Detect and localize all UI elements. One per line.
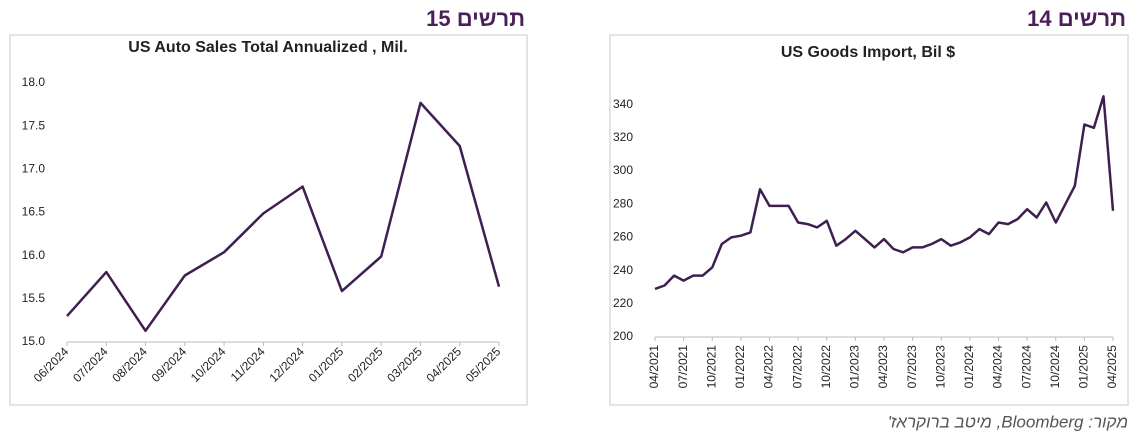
x-tick-label: 03/2025 (384, 344, 425, 385)
x-tick-label: 07/2024 (1019, 345, 1033, 389)
chart-title: US Auto Sales Total Annualized , Mil. (128, 39, 407, 56)
x-tick-label: 10/2023 (933, 345, 947, 389)
y-tick-label: 260 (613, 230, 633, 244)
data-line (66, 101, 501, 333)
x-tick-label: 02/2025 (345, 344, 386, 385)
x-tick-label: 09/2024 (149, 344, 190, 385)
chart-frame (609, 34, 1129, 406)
x-tick-label: 07/2023 (905, 345, 919, 389)
x-tick-label: 07/2022 (790, 345, 804, 389)
y-tick-label: 17.0 (22, 162, 46, 176)
y-tick-label: 16.0 (22, 248, 46, 262)
chart-frame (9, 34, 528, 406)
y-tick-label: 18.0 (22, 75, 46, 89)
x-tick-label: 04/2021 (647, 345, 661, 389)
figure-label: תרשים 15 (426, 6, 525, 31)
x-tick-label: 05/2025 (463, 344, 504, 385)
y-tick-label: 340 (613, 97, 633, 111)
y-tick-label: 280 (613, 196, 633, 210)
source: מקור: Bloomberg, מיטב ברוקראז' (888, 412, 1128, 431)
x-tick-label: 01/2023 (848, 345, 862, 389)
x-tick-label: 08/2024 (109, 344, 150, 385)
data-line (654, 95, 1115, 291)
x-tick-label: 12/2024 (266, 344, 307, 385)
y-tick-label: 240 (613, 263, 633, 277)
y-tick-label: 300 (613, 163, 633, 177)
y-tick-label: 17.5 (22, 118, 46, 132)
x-tick-label: 01/2025 (306, 344, 347, 385)
x-tick-label: 01/2024 (962, 345, 976, 389)
x-tick-label: 10/2022 (819, 345, 833, 389)
x-tick-label: 06/2024 (31, 344, 72, 385)
x-tick-label: 04/2024 (991, 345, 1005, 389)
x-tick-label: 10/2024 (188, 344, 229, 385)
x-tick-label: 04/2025 (424, 344, 465, 385)
x-tick-label: 11/2024 (228, 344, 268, 384)
x-tick-label: 04/2022 (762, 345, 776, 389)
x-tick-label: 07/2024 (70, 344, 111, 385)
figure-label: תרשים 14 (1027, 6, 1126, 31)
x-tick-label: 01/2022 (733, 345, 747, 389)
y-tick-label: 15.0 (22, 334, 46, 348)
y-tick-label: 320 (613, 130, 633, 144)
x-tick-label: 01/2025 (1077, 345, 1091, 389)
y-tick-label: 15.5 (22, 291, 46, 305)
x-tick-label: 04/2025 (1105, 345, 1119, 389)
y-tick-label: 16.5 (22, 205, 46, 219)
x-tick-label: 10/2024 (1048, 345, 1062, 389)
x-tick-label: 10/2021 (704, 345, 718, 389)
x-tick-label: 07/2021 (676, 345, 690, 389)
x-tick-label: 04/2023 (876, 345, 890, 389)
y-tick-label: 200 (613, 329, 633, 343)
y-tick-label: 220 (613, 296, 633, 310)
chart-title: US Goods Import, Bil $ (781, 44, 955, 61)
